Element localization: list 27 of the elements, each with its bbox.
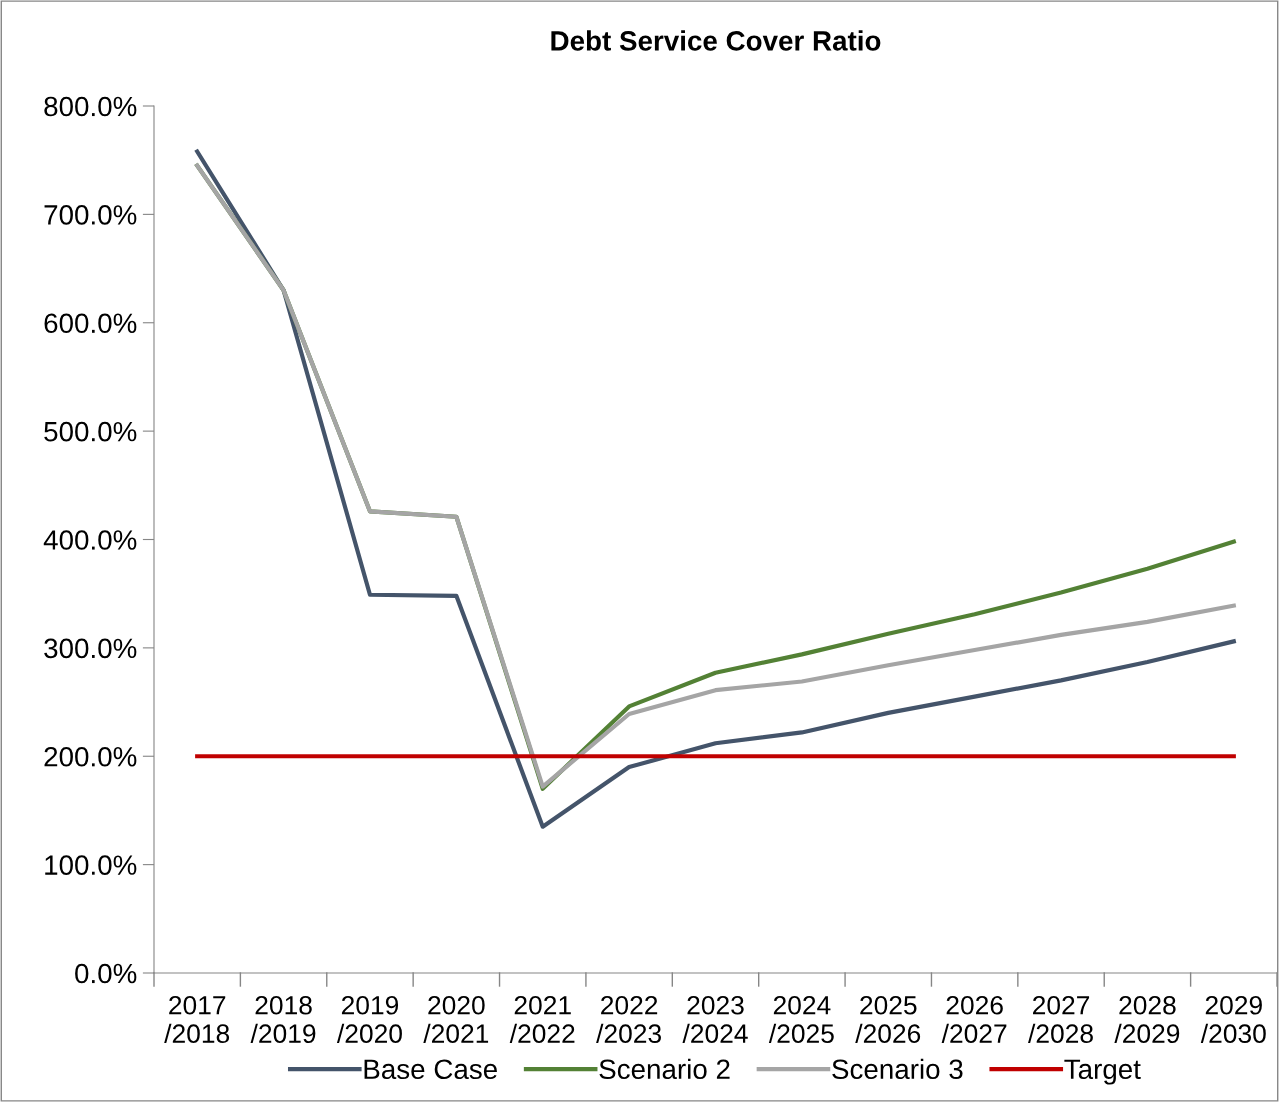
y-tick-label: 0.0%: [75, 963, 137, 984]
y-tick-label: 500.0%: [44, 421, 137, 442]
x-tick-label: 2024 /2025: [768, 995, 834, 1044]
x-tick-label: 2022 /2023: [596, 995, 661, 1044]
y-tick-label: 400.0%: [43, 530, 137, 550]
legend-label: Base Case: [364, 1059, 497, 1080]
legend-label: Scenario 2: [599, 1058, 730, 1080]
x-tick-label: 2019 /2020: [336, 995, 402, 1044]
legend-label: Scenario 3: [832, 1058, 963, 1080]
y-tick-label: 300.0%: [44, 638, 137, 659]
x-tick-label: 2020 /2021: [423, 995, 489, 1044]
x-tick-label: 2026 /2027: [941, 995, 1007, 1044]
y-tick-label: 100.0%: [45, 855, 137, 875]
x-tick-label: 2018 /2019: [250, 995, 316, 1044]
x-tick-label: 2029 /2030: [1200, 995, 1266, 1044]
x-tick-label: 2023 /2024: [682, 995, 748, 1044]
x-tick-label: 2021 /2022: [509, 995, 575, 1044]
x-tick-label: 2027 /2028: [1028, 995, 1093, 1044]
chart-title: Debt Service Cover Ratio: [551, 30, 881, 51]
y-tick-label: 700.0%: [44, 205, 137, 225]
y-tick-label: 800.0%: [44, 96, 137, 117]
x-tick-label: 2025 /2026: [855, 995, 921, 1044]
x-tick-label: 2028 /2029: [1114, 995, 1180, 1044]
x-tick-label: 2017 /2018: [164, 995, 230, 1044]
legend-label: Target: [1064, 1059, 1141, 1085]
y-tick-label: 200.0%: [44, 746, 137, 767]
y-tick-label: 600.0%: [44, 313, 137, 334]
